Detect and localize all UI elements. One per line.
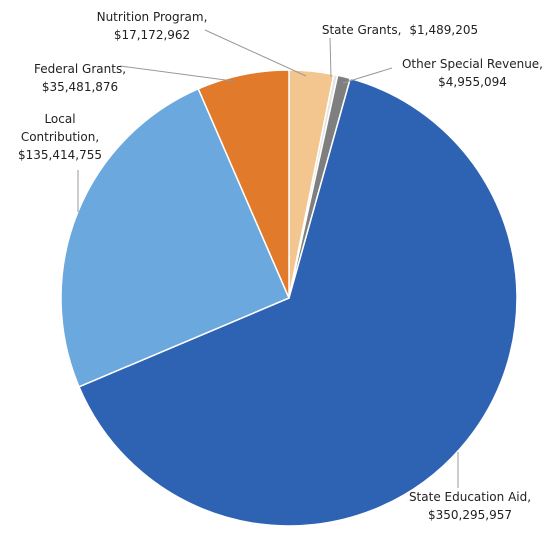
leader-line [342, 67, 393, 84]
slice-label: Federal Grants, $35,481,876 [20, 60, 140, 96]
pie-slice [78, 77, 518, 527]
pie-slice [60, 87, 290, 388]
slice-category: State Grants, [321, 23, 402, 37]
leader-line [329, 37, 332, 78]
slice-label: State Education Aid, $350,295,957 [400, 488, 540, 524]
slice-value: $17,172,962 [113, 28, 191, 42]
slice-value: $135,414,755 [18, 148, 102, 162]
slice-category: Local Contribution, [20, 112, 100, 144]
slice-category: Other Special Revenue, [401, 57, 543, 71]
slice-category: Nutrition Program, [96, 10, 208, 24]
pie-slice [197, 69, 290, 299]
slice-label: Other Special Revenue, $4,955,094 [385, 55, 553, 91]
slice-value: $4,955,094 [438, 75, 507, 89]
slice-category: Federal Grants, [33, 62, 127, 76]
slice-value: $35,481,876 [41, 80, 119, 94]
slice-category: State Education Aid, [408, 490, 532, 504]
slice-label: State Grants, $1,489,205 [300, 21, 500, 39]
leader-line [119, 65, 234, 82]
slice-value: $1,489,205 [409, 23, 479, 37]
slice-label: Nutrition Program, $17,172,962 [82, 8, 222, 44]
slice-label: Local Contribution, $135,414,755 [5, 110, 115, 164]
leader-line [204, 29, 307, 77]
slice-value: $350,295,957 [428, 508, 512, 522]
